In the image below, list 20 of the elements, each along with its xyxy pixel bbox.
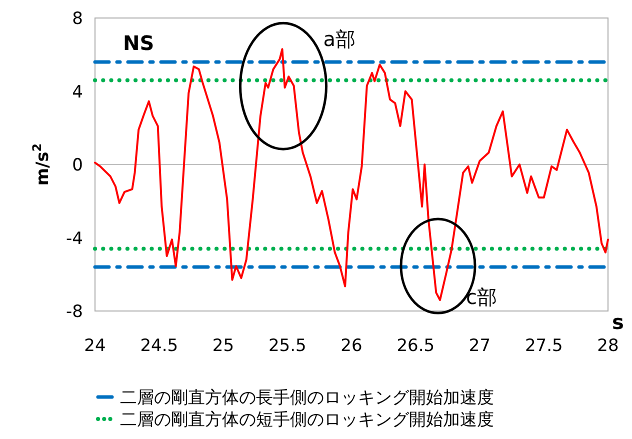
x-tick-label: 24 bbox=[84, 336, 106, 356]
y-tick-label: 0 bbox=[72, 156, 83, 176]
x-tick-label: 27 bbox=[468, 336, 491, 356]
x-tick-label: 25.5 bbox=[268, 336, 306, 356]
x-tick-label: 26 bbox=[340, 336, 362, 356]
y-tick-label: 4 bbox=[72, 82, 83, 102]
x-tick-label: 28 bbox=[597, 336, 619, 356]
y-tick-label: -4 bbox=[66, 228, 83, 249]
annotation: a部 bbox=[323, 27, 356, 52]
x-tick-label: 25 bbox=[212, 336, 234, 356]
y-tick-label: -8 bbox=[66, 302, 83, 322]
annotation: c部 bbox=[466, 285, 497, 310]
legend-label: 二層の剛直方体の短手側のロッキング開始加速度 bbox=[120, 410, 494, 430]
y-tick-label: 8 bbox=[72, 9, 83, 29]
x-tick-label: 27.5 bbox=[524, 336, 563, 356]
legend-label: 二層の剛直方体の長手側のロッキング開始加速度 bbox=[120, 388, 494, 408]
x-axis-title: s bbox=[612, 310, 624, 334]
x-tick-label: 26.5 bbox=[396, 336, 435, 356]
annotation: NS bbox=[123, 31, 154, 55]
x-tick-label: 24.5 bbox=[140, 336, 178, 356]
